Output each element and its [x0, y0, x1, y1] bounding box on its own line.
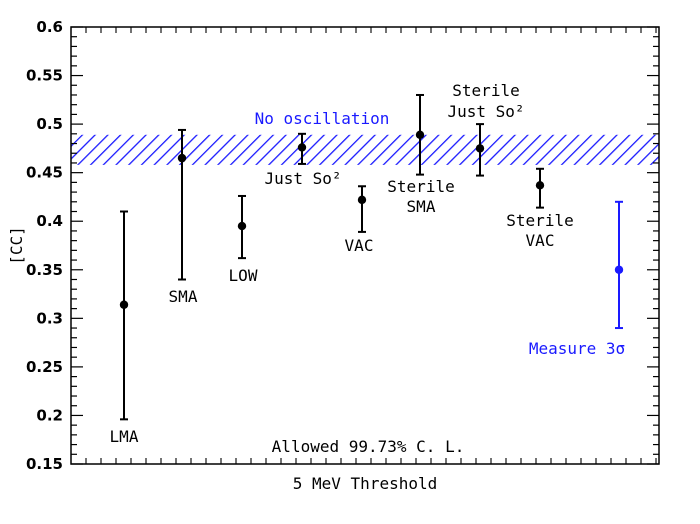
point-label: Sterile — [452, 81, 519, 100]
data-point — [535, 181, 545, 190]
data-point — [177, 153, 187, 163]
plot-frame — [70, 26, 660, 465]
point-label: VAC — [345, 236, 374, 255]
no-oscillation-band-layer — [71, 134, 659, 165]
y-tick-label: 0.4 — [36, 212, 63, 230]
y-tick-label: 0.45 — [26, 164, 63, 182]
y-tick-label: 0.15 — [26, 455, 63, 473]
point-label: Sterile — [387, 177, 454, 196]
y-tick-label: 0.5 — [36, 115, 63, 133]
data-point — [297, 143, 307, 152]
plot-border — [70, 26, 660, 465]
point-label: LMA — [110, 427, 139, 446]
point-label: Sterile — [506, 211, 573, 230]
data-point — [119, 300, 129, 309]
y-tick-label: 0.6 — [36, 18, 63, 36]
data-points-layer — [119, 93, 624, 421]
no-oscillation-band — [71, 134, 659, 165]
data-point — [357, 195, 367, 205]
point-label: Measure 3σ — [529, 339, 625, 358]
labels-layer: 0.15 0.2 0.25 0.3 0.35 0.4 0.45 0.5 0.55 0.6 5 MeV… — [7, 18, 625, 493]
data-point — [415, 130, 425, 139]
data-point — [475, 144, 485, 153]
y-tick-label: 0.2 — [36, 406, 63, 424]
point-label: Just So² — [447, 102, 524, 121]
confidence-level-annotation: Allowed 99.73% C. L. — [272, 437, 465, 456]
point-label: LOW — [229, 266, 258, 285]
y-tick-label: 0.25 — [26, 358, 63, 376]
data-point — [614, 265, 624, 274]
y-tick-label: 0.3 — [36, 309, 63, 327]
point-label: Just So² — [264, 169, 341, 188]
y-axis-title: [CC] — [7, 226, 26, 265]
y-tick-label: 0.55 — [26, 67, 63, 85]
point-label: SMA — [407, 197, 436, 216]
x-axis-title: 5 MeV Threshold — [293, 474, 438, 493]
data-point — [237, 221, 247, 231]
no-oscillation-label: No oscillation — [255, 109, 390, 128]
point-label: SMA — [169, 287, 198, 306]
y-tick-label: 0.35 — [26, 261, 63, 279]
point-label: VAC — [526, 231, 555, 250]
